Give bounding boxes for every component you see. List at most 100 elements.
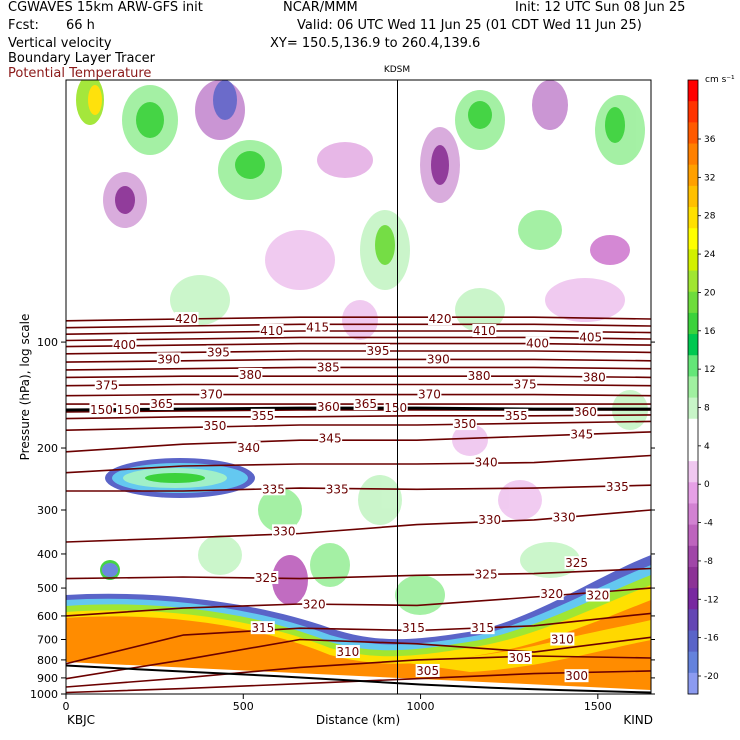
theta-label: 335 [262,482,285,496]
w-updraft [468,101,492,129]
theta-label-bg [206,345,231,359]
theta-label-bg [578,330,603,344]
theta-label: 355 [505,409,528,423]
y-tick-label: 900 [37,672,58,685]
theta-label-bg [472,323,497,337]
isentrope-310 [66,636,651,680]
theta-label: 350 [203,419,226,433]
w-positive-blobs [76,80,648,615]
theta-label: 400 [526,337,549,351]
theta-label: 150 [117,403,140,417]
y-tick-label: 700 [37,633,58,646]
header-fcst-label: Fcst: [8,18,39,33]
x-tick-label: 0 [63,700,70,713]
theta-label: 340 [237,441,260,455]
theta-label: 310 [336,645,359,659]
theta-label: 380 [239,368,262,382]
theta-label-bg [539,587,564,601]
w-downdraft [498,480,542,520]
colorbar-label: -20 [704,672,719,682]
colorbar-label: 24 [704,250,716,260]
w-updraft [310,543,350,587]
theta-label: 395 [367,344,390,358]
y-tick-label: 300 [37,504,58,517]
theta-label-bg [366,343,390,357]
isentrope-315 [66,612,651,665]
theta-label: 360 [574,405,597,419]
colorbar-label: 0 [704,480,710,490]
w-downdraft [272,555,308,605]
w-updraft [102,563,118,577]
theta-label-bg [417,387,442,401]
w-downdraft [317,142,373,178]
isentrope-345 [66,431,651,453]
w-updraft [375,225,395,265]
colorbar-swatch [688,291,698,314]
w-downdraft [590,235,630,265]
theta-label-bg [250,621,275,635]
jet-level-updraft [105,458,255,498]
theta-label-bg [353,397,378,411]
theta-label: 400 [113,338,136,352]
theta-label: 420 [429,312,452,326]
theta-label: 330 [273,524,296,538]
theta-label-bg [474,567,499,581]
y-tick-label: 800 [37,654,58,667]
theta-label: 150 [90,403,113,417]
terrain-line [66,664,651,694]
header-model: CGWAVES 15km ARW-GFS init [8,0,203,15]
theta-label-bg [585,588,610,602]
colorbar-label: 36 [704,135,716,145]
theta-label: 315 [251,621,274,635]
colorbar-label: -12 [704,595,719,605]
isentrope-400 [66,342,651,348]
theta-label: 320 [540,587,563,601]
x-axis-label: Distance (km) [316,713,400,727]
w-downdraft [342,300,378,340]
theta-label-bg [156,352,181,366]
theta-label: 315 [402,621,425,635]
theta-label: 335 [326,482,349,496]
colorbar-swatch [688,524,698,547]
isentrope-415 [66,323,651,329]
theta-label-bg [261,482,286,496]
theta-label: 420 [175,312,198,326]
station-left-label: KBJC [67,713,95,727]
theta-label-bg [89,403,114,417]
theta-label: 370 [200,388,223,402]
theta-label: 310 [551,632,574,646]
colorbar-swatch [688,418,698,441]
theta-label: 320 [303,598,326,612]
theta-label: 405 [579,330,602,344]
isentrope-410 [66,330,651,335]
theta-label-bg [318,431,343,445]
theta-label-bg [550,632,575,646]
theta-label: 410 [473,324,496,338]
theta-label-bg [415,663,440,677]
w-updraft [235,151,265,179]
theta-label: 380 [468,369,491,383]
colorbar-swatch [688,482,698,504]
colorbar-label: 4 [704,442,710,452]
header-init: Init: 12 UTC Sun 08 Jun 25 [515,0,686,15]
colorbar-swatch [688,439,698,462]
colorbar-swatch [688,376,698,399]
theta-label: 350 [453,417,476,431]
header-fcst-value: 66 h [66,18,95,33]
theta-label: 365 [150,397,173,411]
theta-label-bg [401,621,426,635]
y-tick-label: 400 [37,548,58,561]
theta-label: 415 [306,321,329,335]
colorbar-swatch [688,609,698,631]
theta-label: 345 [570,427,593,441]
theta-label-bg [199,387,224,401]
theta-label-bg [467,369,492,383]
theta-label: 335 [606,480,629,494]
colorbar-swatch [688,164,698,187]
colorbar: 36 32 28 24 20 16 12 8 4 0 -4 -8 -12 -16 -20 [687,79,719,695]
isentrope-385 [66,366,651,371]
theta-label-bg [202,418,227,432]
theta-label-bg [112,338,137,352]
theta-label: 320 [586,589,609,603]
